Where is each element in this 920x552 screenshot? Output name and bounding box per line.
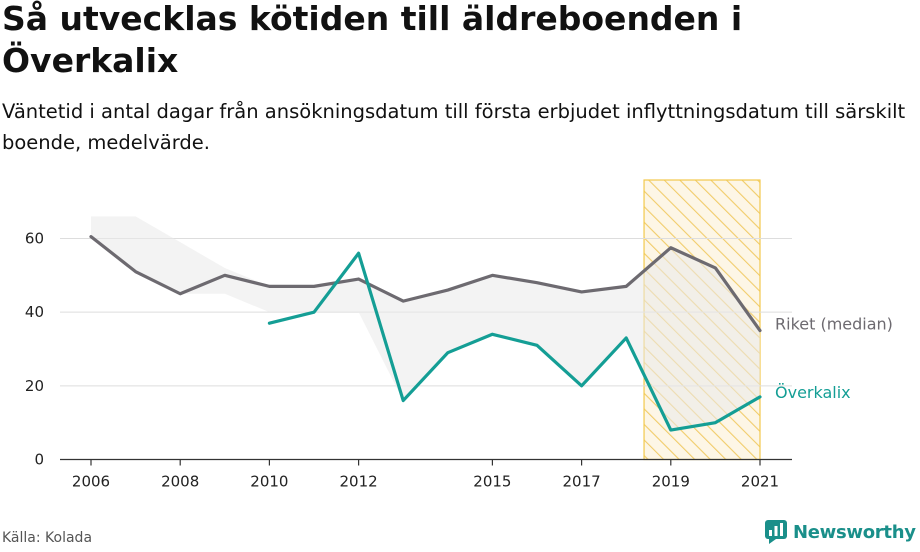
x-tick-label: 2017	[563, 473, 601, 491]
riket-median-line	[89, 235, 762, 333]
newsworthy-logo-icon	[765, 520, 787, 544]
y-tick-label: 0	[34, 451, 44, 469]
range-band	[91, 216, 760, 431]
chart-title: Så utvecklas kötiden till äldreboenden i…	[2, 0, 743, 80]
x-tick-label: 2012	[340, 473, 378, 491]
chart-subtitle: Väntetid i antal dagar från ansökningsda…	[2, 100, 906, 154]
series-label-overkalix: Överkalix	[775, 383, 851, 402]
line-chart: 0 20 40 60 Riket (median) Överkalix 2006 2008 20…	[25, 179, 893, 491]
brand-logo: Newsworthy	[765, 520, 916, 544]
source-note: Källa: Kolada	[2, 530, 93, 546]
y-tick-label: 60	[25, 230, 44, 248]
x-tick-label: 2021	[741, 473, 779, 491]
y-tick-label: 20	[25, 377, 44, 395]
x-tick-label: 2019	[652, 473, 690, 491]
x-tick-label: 2008	[161, 473, 199, 491]
y-tick-label: 40	[25, 303, 44, 321]
overkalix-line	[267, 251, 762, 432]
series-label-riket: Riket (median)	[775, 315, 893, 334]
x-tick-label: 2006	[72, 473, 110, 491]
x-tick-label: 2015	[473, 473, 511, 491]
brand-name: Newsworthy	[793, 521, 916, 543]
x-tick-label: 2010	[250, 473, 288, 491]
